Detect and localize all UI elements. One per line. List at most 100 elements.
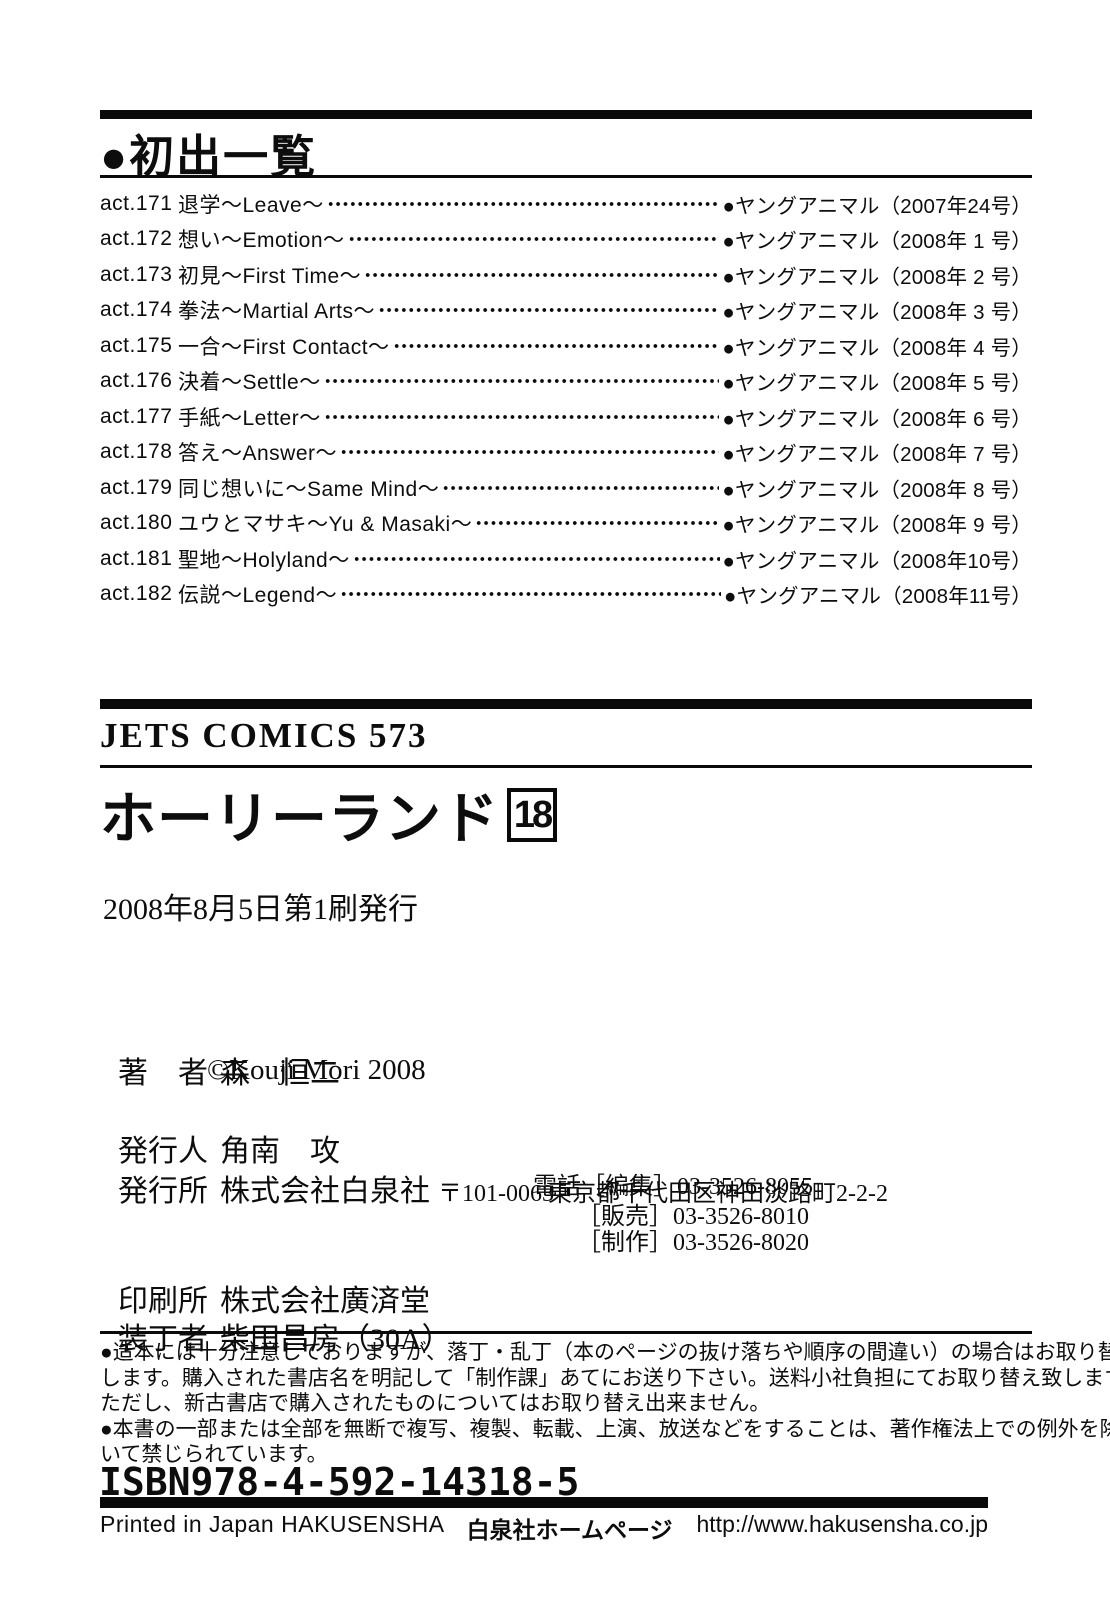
homepage-url: http://www.hakusensha.co.jp (696, 1511, 989, 1537)
author-label: 著 者 (118, 1057, 208, 1090)
printed-in-japan: Printed in Japan HAKUSENSHA (100, 1511, 445, 1537)
act-number: act.176 (100, 369, 173, 393)
publication-row: act.178 答え～Answer～ ●ヤングアニマル（2008年 7 号） (100, 434, 1032, 470)
act-number: act.180 (100, 511, 173, 535)
publication-row: act.175 一合～First Contact～ ●ヤングアニマル（2008年… (100, 328, 1032, 364)
publication-row: act.180 ユウとマサキ～Yu & Masaki～ ●ヤングアニマル（200… (100, 505, 1032, 541)
dotted-leader (352, 541, 720, 577)
designer-label: 装丁者 (118, 1323, 208, 1356)
publication-source: ●ヤングアニマル（2008年 3 号） (722, 301, 1032, 325)
dotted-leader (475, 505, 720, 541)
publication-row: act.182 伝説～Legend～ ●ヤングアニマル（2008年11号） (100, 576, 1032, 612)
isbn-number: ISBN978-4-592-14318-5 (99, 1460, 580, 1504)
act-number: act.178 (100, 440, 173, 464)
top-rule-thick (100, 110, 1032, 119)
volume-badge: 18 (507, 787, 557, 842)
publication-row: act.181 聖地～Holyland～ ●ヤングアニマル（2008年10号） (100, 541, 1032, 577)
act-number: act.175 (100, 333, 173, 357)
chapter-title: 答え～Answer～ (178, 442, 338, 466)
act-number: act.173 (100, 262, 173, 286)
chapter-title: 初見～First Time～ (178, 264, 362, 288)
act-number: act.171 (100, 191, 173, 215)
book-title-text: ホーリーランド (100, 787, 499, 850)
homepage-label: 白泉社ホームページ (466, 1517, 673, 1543)
publication-row: act.179 同じ想いに～Same Mind～ ●ヤングアニマル（2008年 … (100, 470, 1032, 506)
print-date: 2008年8月5日第1刷発行 (103, 893, 418, 926)
publisher-label: 発行人 (118, 1135, 208, 1168)
chapter-title: 同じ想いに～Same Mind～ (178, 477, 440, 501)
publication-row: act.174 拳法～Martial Arts～ ●ヤングアニマル（2008年 … (100, 292, 1032, 328)
chapter-title: 手紙～Letter～ (178, 406, 321, 430)
dotted-leader (340, 434, 720, 470)
chapter-title: 伝説～Legend～ (178, 584, 338, 608)
book-title: ホーリーランド 18 (100, 774, 557, 855)
designer-name: 柴田昌房（30A） (220, 1323, 452, 1356)
publication-row: act.172 想い～Emotion～ ●ヤングアニマル（2008年 1 号） (100, 221, 1032, 257)
act-number: act.172 (100, 227, 173, 251)
publisher-address: 東京都千代田区神田淡路町2-2-2 (548, 1181, 888, 1207)
publication-source: ●ヤングアニマル（2008年 5 号） (722, 372, 1032, 396)
publisher-name: 角南 攻 (220, 1135, 340, 1168)
first-publication-list: act.171 退学～Leave～ ●ヤングアニマル（2007年24号） act… (100, 186, 1032, 612)
act-number: act.174 (100, 298, 173, 322)
act-number: act.179 (100, 475, 173, 499)
publication-row: act.173 初見～First Time～ ●ヤングアニマル（2008年 2 … (100, 257, 1032, 293)
publication-source: ●ヤングアニマル（2008年 9 号） (722, 514, 1032, 538)
notice-line: ●造本には十分注意しておりますが、落丁・乱丁（本のページの抜け落ちや順序の間違い… (100, 1340, 1110, 1364)
publication-source: ●ヤングアニマル（2008年 1 号） (722, 230, 1032, 254)
act-number: act.182 (100, 582, 173, 606)
author-row: 著 者森 恒二 (103, 1014, 340, 1092)
publication-row: act.176 決着～Settle～ ●ヤングアニマル（2008年 5 号） (100, 363, 1032, 399)
notice-rule-thin (100, 1331, 1032, 1334)
tel-production: ［制作］03-3526-8020 (577, 1230, 809, 1256)
header-rule-thin (100, 175, 1032, 178)
chapter-title: 拳法～Martial Arts～ (178, 300, 376, 324)
tel-sales: ［販売］03-3526-8010 (577, 1204, 809, 1230)
act-number: act.177 (100, 404, 173, 428)
section-rule-thick (100, 699, 1032, 709)
publisher-row: 発行人 角南 攻 (103, 1092, 340, 1170)
chapter-title: ユウとマサキ～Yu & Masaki～ (178, 513, 473, 537)
publication-source: ●ヤングアニマル（2008年 7 号） (722, 443, 1032, 467)
tel-editorial: 電話［編集］03-3526-8055 (533, 1174, 813, 1200)
publication-source: ●ヤングアニマル（2008年 6 号） (722, 407, 1032, 431)
dotted-leader (323, 363, 720, 399)
publishing-house-name: 株式会社白泉社 (220, 1175, 430, 1208)
dotted-leader (326, 186, 720, 222)
printer-name: 株式会社廣済堂 (220, 1285, 430, 1318)
notice-line: ただし、新古書店で購入されたものについてはお取り替え出来ません。 (100, 1391, 771, 1416)
publication-source: ●ヤングアニマル（2008年 8 号） (722, 478, 1032, 502)
publication-source: ●ヤングアニマル（2007年24号） (722, 194, 1032, 218)
act-number: act.181 (100, 546, 173, 570)
notice-block: ●造本には十分注意しておりますが、落丁・乱丁（本のページの抜け落ちや順序の間違い… (100, 1340, 1110, 1468)
first-publication-header: ●初出一覧 (100, 131, 318, 182)
footer-rule-thick (100, 1497, 988, 1508)
publishing-house-label: 発行所 (118, 1175, 208, 1208)
notice-line: します。購入された書店名を明記して「制作課」あてにお送り下さい。送料小社負担にて… (100, 1365, 1110, 1390)
publication-source: ●ヤングアニマル（2008年 4 号） (722, 336, 1032, 360)
publication-source: ●ヤングアニマル（2008年10号） (722, 549, 1032, 573)
chapter-title: 聖地～Holyland～ (178, 548, 350, 572)
chapter-title: 退学～Leave～ (178, 193, 324, 217)
homepage-line: 白泉社ホームページ http://www.hakusensha.co.jp (467, 1511, 988, 1545)
dotted-leader (340, 576, 722, 612)
dotted-leader (364, 257, 720, 293)
notice-line: ●本書の一部または全部を無断で複写、複製、転載、上演、放送などをすることは、著作… (100, 1416, 1110, 1441)
postal-code: 〒101-0063 (438, 1181, 554, 1207)
publication-source: ●ヤングアニマル（2008年11号） (724, 585, 1032, 609)
dotted-leader (392, 328, 720, 364)
printer-label: 印刷所 (118, 1285, 208, 1318)
dotted-leader (442, 470, 720, 506)
chapter-title: 想い～Emotion～ (178, 229, 345, 253)
dotted-leader (323, 399, 720, 435)
notice-line: いて禁じられています。 (100, 1442, 328, 1467)
copyright-line: ©Kouji Mori 2008 (207, 1054, 426, 1086)
dotted-leader (378, 292, 720, 328)
designer-row: 装丁者 柴田昌房（30A） (103, 1280, 452, 1358)
series-label: JETS COMICS 573 (100, 716, 428, 755)
chapter-title: 決着～Settle～ (178, 371, 321, 395)
author-name: 森 恒二 (220, 1057, 340, 1090)
publication-source: ●ヤングアニマル（2008年 2 号） (722, 265, 1032, 289)
series-rule-thin (100, 765, 1032, 768)
chapter-title: 一合～First Contact～ (178, 335, 390, 359)
